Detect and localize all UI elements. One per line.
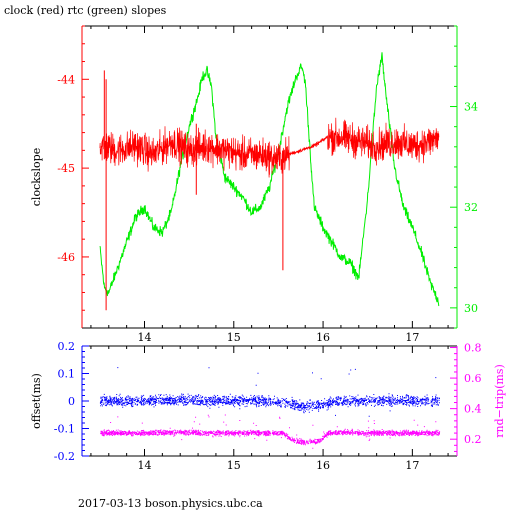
- series-rndtrip-points: [100, 414, 441, 449]
- y-tick-label: 0.1: [58, 368, 76, 381]
- chart-title: clock (red) rtc (green) slopes: [4, 4, 167, 17]
- x-tick-label: 16: [316, 459, 330, 472]
- y2-tick-label: 32: [464, 201, 478, 214]
- y-tick-label: -45: [57, 162, 75, 175]
- y2-tick-label: 0.2: [464, 433, 482, 446]
- x-tick-label: 17: [405, 459, 419, 472]
- y-axis-label: offset(ms): [30, 373, 43, 429]
- y-axis-label: clockslope: [30, 148, 43, 206]
- y-tick-label: 0: [68, 395, 75, 408]
- series-rtc-line: [99, 52, 440, 307]
- y-tick-label: -46: [57, 251, 75, 264]
- series-offset-points: [99, 367, 440, 417]
- y2-tick-label: 34: [464, 101, 478, 114]
- x-tick-label: 15: [227, 459, 241, 472]
- y-tick-label: -0.2: [54, 450, 75, 463]
- y2-tick-label: 0.8: [464, 342, 482, 355]
- y-tick-label: -0.1: [54, 423, 75, 436]
- series-clock-line: [99, 117, 440, 178]
- x-tick-label: 14: [138, 331, 152, 344]
- y-tick-label: 0.2: [58, 340, 76, 353]
- y2-tick-label: 0.4: [464, 403, 482, 416]
- footer-label: 2017-03-13 boson.physics.ubc.ca: [78, 497, 263, 510]
- x-tick-label: 15: [227, 331, 241, 344]
- y2-tick-label: 0.6: [464, 372, 482, 385]
- slopes-panel: 14 15 16 17 -44 -45 -46 34 32 30 clockslope: [30, 25, 478, 344]
- y2-axis-label: rnd−trip(ms): [493, 364, 506, 438]
- y-tick-label: -44: [57, 73, 75, 86]
- x-tick-label: 14: [138, 459, 152, 472]
- x-tick-label: 17: [405, 331, 419, 344]
- y2-tick-label: 30: [464, 302, 478, 315]
- offset-panel: 14 15 16 17 0.2 0.1 0 -0.1 -0.2 0.8 0.6 0.4 0.2 offse…: [30, 340, 506, 472]
- x-tick-label: 16: [316, 331, 330, 344]
